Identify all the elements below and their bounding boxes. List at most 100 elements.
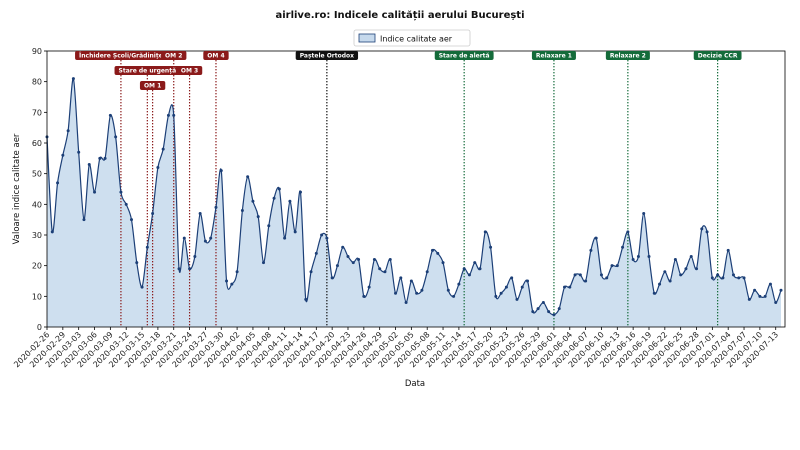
y-tick-label: 20	[32, 262, 42, 271]
data-point	[383, 270, 387, 274]
plot-frame	[46, 50, 786, 328]
data-point	[251, 199, 255, 203]
data-point	[573, 273, 577, 277]
data-point	[177, 267, 181, 271]
event-label-box	[531, 51, 576, 60]
data-point	[758, 294, 762, 298]
data-point	[161, 147, 165, 151]
data-point	[510, 276, 514, 280]
event-annotation: Paștele Ortodox	[295, 51, 359, 60]
legend-swatch	[358, 33, 376, 43]
data-point	[557, 307, 561, 311]
data-point	[182, 236, 186, 240]
event-label: Stare de alertă	[439, 53, 490, 60]
data-point	[188, 267, 192, 271]
event-label-box	[176, 66, 203, 75]
event-label: Decizie CCR	[698, 53, 738, 60]
event-label-box	[295, 51, 359, 60]
data-point	[547, 310, 551, 314]
y-axis-label: Valoare indice calitate aer	[12, 133, 22, 244]
data-point	[283, 236, 287, 240]
event-label-box	[605, 51, 650, 60]
data-point	[409, 279, 413, 283]
data-point	[346, 254, 350, 258]
data-point	[499, 291, 503, 295]
data-point	[56, 181, 60, 185]
data-point	[93, 190, 97, 194]
chart-title: airlive.ro: Indicele calității aerului B…	[275, 10, 524, 21]
data-point	[129, 218, 133, 222]
data-point	[325, 236, 329, 240]
data-point	[262, 261, 265, 265]
data-point	[647, 254, 651, 258]
event-label: Stare de urgență	[119, 68, 177, 75]
data-point	[119, 190, 123, 194]
data-point	[214, 205, 218, 209]
y-tick-label: 80	[32, 78, 42, 87]
data-point	[594, 236, 598, 240]
data-point	[737, 276, 741, 280]
data-point	[277, 187, 281, 191]
data-point	[552, 313, 556, 317]
data-point	[753, 288, 757, 292]
data-point	[658, 282, 662, 286]
data-point	[151, 212, 155, 216]
data-point	[526, 279, 530, 283]
event-annotation: Decizie CCR	[693, 51, 742, 60]
event-label: Relaxare 2	[610, 53, 646, 60]
data-point	[98, 156, 102, 160]
data-point	[721, 276, 725, 280]
event-label: OM 4	[207, 53, 224, 60]
data-point	[77, 150, 81, 154]
data-point	[531, 310, 535, 314]
event-label-box	[75, 51, 167, 60]
data-point	[483, 230, 487, 234]
data-point	[731, 273, 735, 277]
data-point	[642, 212, 646, 216]
data-point	[621, 245, 625, 249]
data-point	[615, 264, 619, 268]
event-annotations: Închidere Școli/Grădinițe Stare de urgenț…	[75, 51, 742, 90]
data-point	[235, 270, 239, 274]
data-point	[610, 264, 614, 268]
data-point	[288, 199, 292, 203]
data-point	[378, 267, 382, 271]
data-point	[462, 267, 466, 271]
y-axis-ticks: 0 10 20 30 40 50 60 70 80 90	[32, 47, 47, 332]
data-point	[568, 285, 572, 289]
event-label: OM 1	[144, 83, 161, 90]
legend: Indice calitate aer	[353, 29, 471, 47]
data-point	[716, 273, 720, 277]
event-label: Închidere Școli/Grădinițe	[79, 52, 163, 60]
event-label: Relaxare 1	[536, 53, 572, 60]
data-point	[172, 113, 176, 117]
data-point	[710, 276, 714, 280]
data-point	[541, 300, 545, 304]
data-point	[700, 227, 704, 231]
data-point	[473, 261, 477, 265]
data-point	[388, 258, 392, 262]
data-point	[293, 230, 297, 234]
event-label-box	[139, 81, 166, 90]
y-tick-label: 50	[32, 170, 42, 179]
event-annotation: Relaxare 2	[605, 51, 650, 60]
event-label: OM 3	[181, 68, 198, 75]
data-point	[763, 294, 767, 298]
event-annotation: OM 4	[203, 51, 229, 60]
data-point	[66, 129, 70, 133]
data-point	[478, 267, 482, 271]
event-label-box	[161, 51, 187, 60]
data-point	[330, 276, 334, 280]
event-lines-layer	[120, 60, 719, 327]
event-label-box	[114, 66, 181, 75]
data-point	[425, 270, 429, 274]
data-point	[394, 291, 398, 295]
data-point	[272, 196, 276, 200]
data-point	[209, 236, 213, 240]
data-point	[124, 202, 128, 206]
data-point	[768, 282, 772, 286]
data-point	[436, 251, 440, 255]
event-label: Paștele Ortodox	[300, 53, 354, 60]
data-point	[404, 300, 408, 304]
